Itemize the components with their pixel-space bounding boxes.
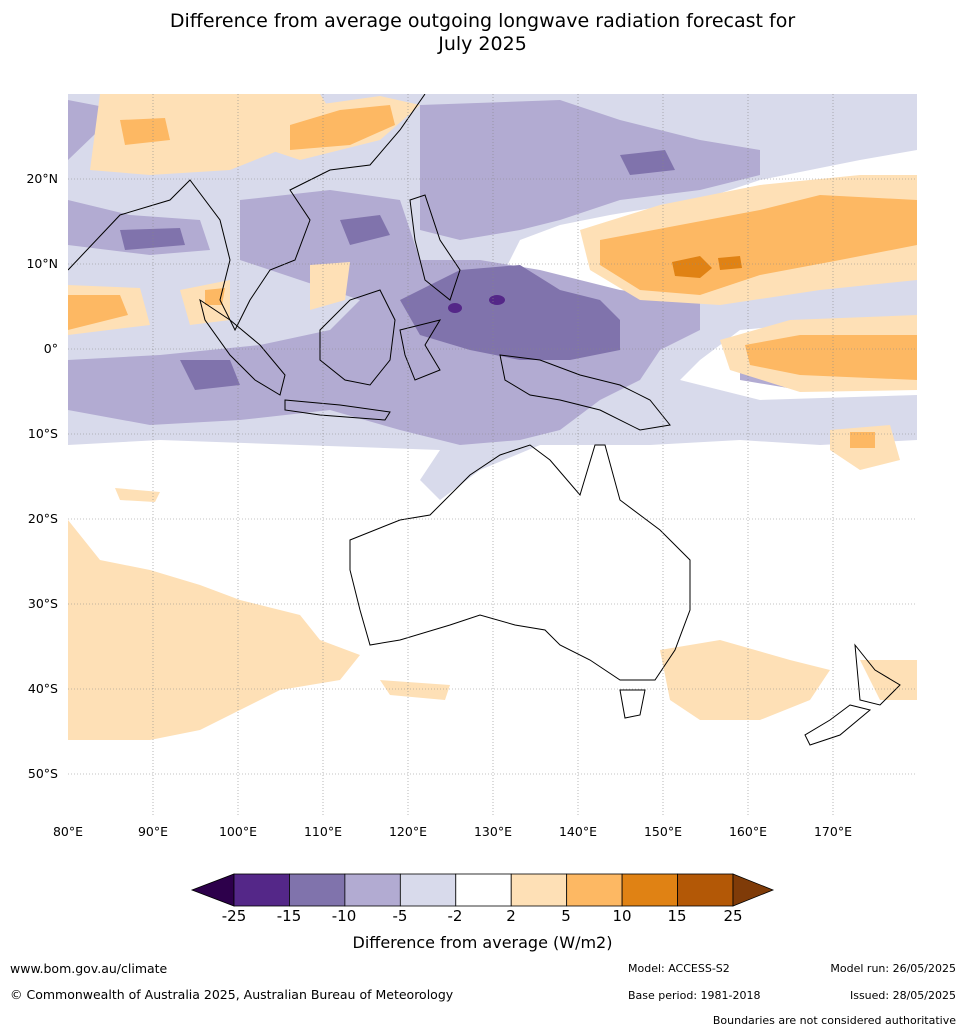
colorbar-bin — [289, 873, 346, 907]
borneo-outline — [319, 289, 396, 386]
lon-label-140e: 140°E — [558, 824, 597, 839]
lon-label-80e: 80°E — [52, 824, 84, 839]
colorbar-bins — [233, 873, 734, 907]
colorbar-bin — [677, 873, 734, 907]
lat-label-40s: 40°S — [27, 681, 58, 696]
lon-label-100e: 100°E — [218, 824, 257, 839]
lat-label-20n: 20°N — [26, 171, 58, 186]
colorbar-bin — [455, 873, 512, 907]
anomaly-region-darkest-purple — [448, 303, 462, 313]
tasmania-outline — [619, 689, 646, 719]
colorbar-tick: -15 — [276, 907, 302, 925]
colorbar-bin — [566, 873, 623, 907]
colorbar-tick: 10 — [612, 907, 632, 925]
lon-label-110e: 110°E — [303, 824, 342, 839]
lon-label-90e: 90°E — [137, 824, 169, 839]
colorbar-bin — [621, 873, 678, 907]
copyright-text: © Commonwealth of Australia 2025, Austra… — [10, 987, 454, 1002]
colorbar-tick: -5 — [392, 907, 408, 925]
colorbar-bin — [510, 873, 568, 907]
anomaly-region-darkest-purple — [489, 295, 505, 305]
lat-label-10s: 10°S — [27, 426, 58, 441]
lat-label-20s: 20°S — [27, 511, 58, 526]
java-outline — [284, 399, 391, 421]
lon-label-120e: 120°E — [388, 824, 427, 839]
new-guinea-outline — [499, 354, 671, 431]
colorbar-tick: 15 — [667, 907, 687, 925]
colorbar-tick: 5 — [561, 907, 571, 925]
anomaly-field — [68, 94, 917, 746]
colorbar-bin — [399, 873, 457, 907]
model-run-text: Model run: 26/05/2025 — [830, 962, 956, 975]
issued-text: Issued: 28/05/2025 — [849, 989, 956, 1002]
lat-label-0: 0° — [43, 341, 58, 356]
colorbar-tick: -10 — [331, 907, 357, 925]
colorbar-tick: -2 — [447, 907, 463, 925]
website-link[interactable]: www.bom.gov.au/climate — [10, 961, 168, 976]
asia-mainland-outline — [68, 94, 426, 332]
philippines-outline — [409, 194, 461, 301]
colorbar-tick: 25 — [723, 907, 743, 925]
coastlines — [68, 94, 901, 746]
base-period-text: Base period: 1981-2018 — [628, 989, 761, 1002]
title-line-1: Difference from average outgoing longwav… — [169, 10, 796, 32]
title-line-2: July 2025 — [438, 33, 527, 55]
lat-label-10n: 10°N — [26, 256, 58, 271]
anomaly-region-dark-orange — [672, 256, 742, 278]
forecast-map — [68, 94, 917, 817]
sulawesi-outline — [399, 319, 442, 381]
disclaimer-text: Boundaries are not considered authoritat… — [712, 1014, 956, 1027]
lon-label-150e: 150°E — [643, 824, 682, 839]
colorbar-bin — [233, 873, 290, 907]
australia-outline — [349, 444, 691, 681]
lat-label-30s: 30°S — [27, 596, 58, 611]
lon-label-160e: 160°E — [728, 824, 767, 839]
anomaly-region-dark-purple — [120, 150, 675, 390]
gridlines — [68, 94, 917, 817]
map-title: Difference from average outgoing longwav… — [0, 10, 965, 56]
colorbar-tick: -25 — [221, 907, 247, 925]
sumatra-outline — [199, 298, 286, 396]
lon-label-130e: 130°E — [473, 824, 512, 839]
colorbar-tick: 2 — [506, 907, 516, 925]
lon-label-170e: 170°E — [813, 824, 852, 839]
colorbar-over-arrow — [732, 873, 775, 907]
model-text: Model: ACCESS-S2 — [628, 962, 730, 975]
colorbar — [190, 873, 775, 907]
lat-label-50s: 50°S — [27, 766, 58, 781]
colorbar-label: Difference from average (W/m2) — [352, 933, 613, 952]
colorbar-under-arrow — [190, 873, 235, 907]
new-zealand-outline — [804, 643, 901, 746]
colorbar-bin — [344, 873, 401, 907]
